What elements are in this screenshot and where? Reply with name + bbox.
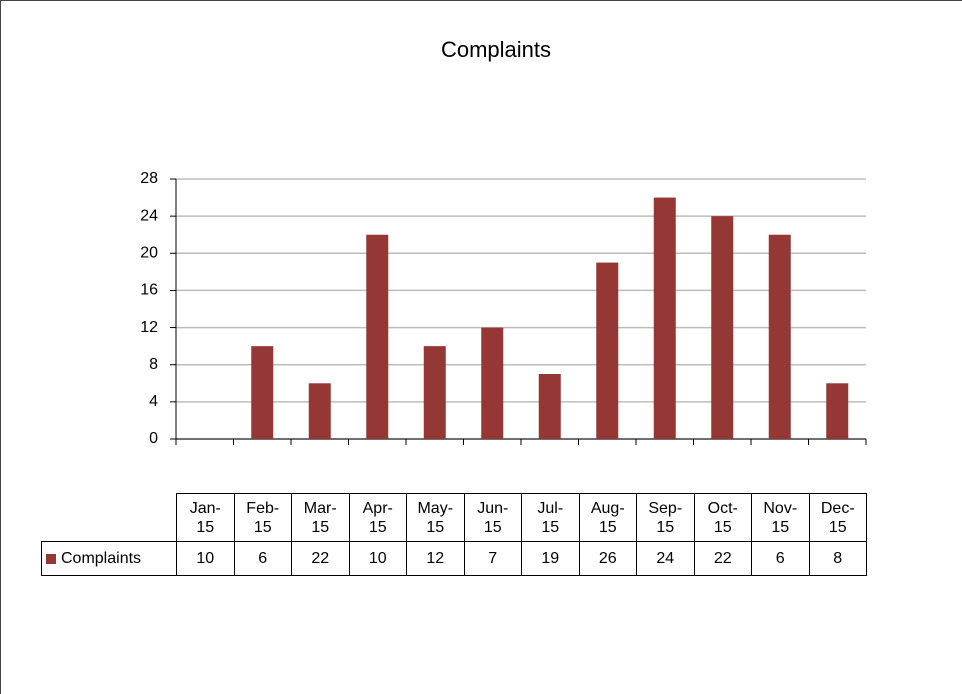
bar [768,234,791,439]
table-header-cell: May-15 [406,493,465,542]
bar [251,346,274,439]
table-value: 6 [233,541,292,576]
bar [826,383,849,439]
legend-key [46,553,56,564]
y-tick-label: 28 [140,170,158,187]
table-header-cell: Oct-15 [693,493,752,542]
bar [423,346,446,439]
table-header-cell: Jul-15 [521,493,580,542]
category-label: May-15 [417,499,454,536]
category-label: Oct-15 [707,499,738,536]
table-header-cell: Mar-15 [291,493,350,542]
table-value: 22 [693,541,752,576]
table-header-cell: Apr-15 [348,493,407,542]
y-tick-label: 24 [140,207,158,224]
table-header-cell: Sep-15 [636,493,695,542]
y-tick-label: 12 [140,319,158,336]
table-header-cell: Jan-15 [176,493,235,542]
category-label: Nov-15 [763,499,798,536]
table-header-cell: Jun-15 [463,493,522,542]
table-value: 19 [521,541,580,576]
category-label: Dec-15 [820,499,855,536]
category-label: Feb-15 [246,499,280,536]
table-header-cell: Aug-15 [578,493,637,542]
bar [308,383,331,439]
y-tick-label: 16 [140,282,158,299]
bar [366,234,389,439]
category-label: Apr-15 [362,499,393,536]
chart-title: Complaints [441,37,551,62]
category-label: Jun-15 [477,499,509,536]
bar [481,327,504,439]
legend-label: Complaints [61,550,142,567]
category-label: Sep-15 [648,499,683,536]
table-value: 10 [176,541,235,576]
bar [711,216,734,439]
category-label: Jul-15 [537,499,564,536]
table-value: 26 [578,541,637,576]
table-header-cell: Dec-15 [808,493,867,542]
y-tick-label: 8 [149,356,158,373]
category-label: Mar-15 [303,499,337,536]
y-tick-label: 20 [140,245,158,262]
table-value: 6 [751,541,810,576]
table-header-cell: Nov-15 [751,493,810,542]
bar [653,197,676,439]
y-tick-label: 0 [149,430,158,447]
legend-cell: Complaints [41,541,177,576]
y-tick-label: 4 [149,393,158,410]
table-value: 8 [808,541,867,576]
category-label: Aug-15 [590,499,625,536]
bar [538,374,561,439]
table-value: 7 [463,541,522,576]
table-value: 10 [348,541,407,576]
table-value: 24 [636,541,695,576]
bar [596,262,619,439]
table-value: 22 [291,541,350,576]
table-value: 12 [406,541,465,576]
table-header-cell: Feb-15 [233,493,292,542]
category-label: Jan-15 [189,499,221,536]
